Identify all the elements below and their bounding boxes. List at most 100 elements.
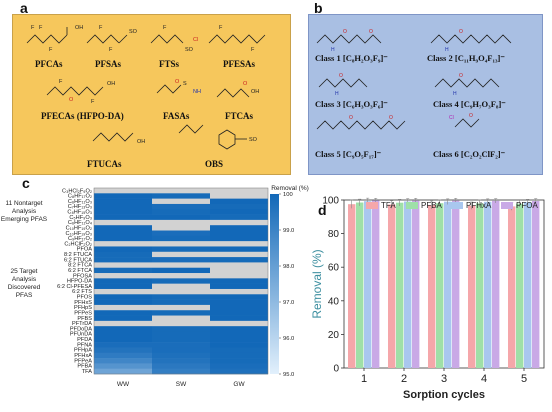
legend-label-pfoa: PFOA [516, 201, 538, 210]
heatmap-cell [210, 358, 268, 364]
bar-pfoa [372, 200, 380, 368]
bar-tfa [348, 204, 356, 368]
bar-pfhxa [524, 202, 532, 368]
bar-pfoa [492, 200, 500, 368]
heatmap-cell [152, 331, 210, 338]
label-pfsas: PFSAs [95, 59, 122, 69]
heatmap-cell [152, 315, 210, 322]
heatmap-cell [210, 262, 268, 269]
bar-pfba [476, 203, 484, 368]
y-tick-label: 80 [328, 229, 340, 240]
bar-tfa [468, 205, 476, 368]
colorbar-tick-label: 99.0 [283, 228, 294, 234]
label-pfcas: PFCAs [35, 59, 63, 69]
heatmap-cell [210, 288, 268, 295]
heatmap-cell [94, 203, 152, 210]
class-1-label: Class 1 [C₈H₂O₃F₉]⁻ [315, 53, 388, 63]
heatmap-row-label: PFHxA [74, 353, 92, 359]
heatmap-cell [94, 225, 152, 231]
heatmap-cell [210, 331, 268, 338]
heatmap-cell [152, 262, 210, 269]
bar-tfa [428, 205, 436, 368]
heatmap-cell [152, 336, 210, 343]
heatmap-cell [94, 230, 152, 237]
bar-tfa [508, 206, 516, 368]
heatmap-row-label: PFHpA [74, 348, 92, 354]
heatmap-cell [94, 347, 152, 354]
heatmap-cell [152, 278, 210, 284]
heatmap-cell [210, 225, 268, 231]
svg-text:F: F [219, 25, 223, 31]
heatmap-cell [152, 230, 210, 237]
heatmap-cell [152, 326, 210, 332]
heatmap-row-label: 6:2 FTCA [68, 268, 92, 274]
heatmap-cell [94, 299, 152, 306]
legend-label-pfba: PFBA [421, 201, 443, 210]
label-ftcas: FTCAs [225, 111, 254, 121]
heatmap-cell [94, 273, 152, 279]
svg-text:OH: OH [251, 89, 259, 95]
heatmap-cell [210, 320, 268, 327]
heatmap-row-label: PFDoDA [70, 326, 92, 332]
heatmap-cell [94, 251, 152, 258]
heatmap-cell [94, 304, 152, 311]
legend-swatch-tfa [366, 202, 378, 209]
class-6-label: Class 6 [C₂O₂ClF₂]⁻ [433, 149, 506, 159]
svg-text:O: O [343, 29, 347, 35]
svg-text:SO: SO [129, 29, 138, 35]
group-label-nontarget: 11 Nontarget Analysis Emerging PFAS [0, 200, 48, 223]
heatmap-cell [94, 262, 152, 269]
colorbar [270, 194, 279, 374]
heatmap-cell [94, 278, 152, 284]
label-pfecas: PFECAs (HFPO-DA) [41, 111, 124, 121]
svg-text:F: F [163, 25, 167, 31]
heatmap-cell [152, 219, 210, 226]
svg-text:H: H [331, 47, 335, 53]
heatmap-cell [94, 315, 152, 322]
svg-text:Cl: Cl [193, 37, 198, 43]
heatmap-cell [210, 219, 268, 226]
heatmap-cell [94, 214, 152, 221]
heatmap-cell [210, 273, 268, 279]
heatmap-cell [94, 219, 152, 226]
heatmap-cell [94, 209, 152, 215]
heatmap-cell [210, 251, 268, 258]
heatmap-cell [94, 320, 152, 327]
svg-text:F: F [49, 47, 53, 53]
colorbar-tick-label: 97.0 [283, 300, 294, 306]
bar-pfhxa [484, 201, 492, 368]
svg-text:O: O [459, 29, 463, 35]
heatmap-frame [93, 187, 269, 375]
heatmap-cell [210, 278, 268, 284]
heatmap-cell [152, 342, 210, 348]
heatmap-cell [94, 257, 152, 263]
svg-text:SO: SO [185, 47, 194, 53]
heatmap-cell [152, 358, 210, 364]
svg-text:SO: SO [249, 137, 258, 143]
bar-pfoa [412, 200, 420, 368]
heatmap-cell [152, 304, 210, 311]
heatmap-row-label: C₉HF₁₇O₂ [68, 236, 92, 242]
heatmap-row-label: HFPO-DA [67, 279, 92, 285]
heatmap-row-label: C₆HF₁₁O₃ [68, 199, 92, 205]
heatmap-cell [152, 347, 210, 354]
bar-pfhxa [444, 201, 452, 368]
heatmap-cell [152, 214, 210, 221]
class-4-label: Class 4 [C₉H₇O₃F₈]⁻ [433, 99, 506, 109]
label-obs: OBS [205, 159, 224, 169]
heatmap-cell [94, 288, 152, 295]
heatmap-cell [210, 294, 268, 300]
heatmap-row-label: C₇HF₁₃O₃ [68, 204, 92, 210]
panel-b-classes: O O O O O O O O H H H H Cl Class 1 [C₈H₂O₃F₉]⁻ Cla… [308, 14, 543, 175]
heatmap-row-label: 8:2 FTUCA [64, 252, 92, 258]
heatmap-cell [94, 294, 152, 300]
svg-text:F: F [31, 25, 35, 31]
panel-d-letter: d [318, 202, 327, 218]
bar-pfhxa [404, 201, 412, 368]
heatmap-cell [152, 209, 210, 215]
heatmap-row-label: C₁₀HF₁₉O₃ [66, 231, 92, 237]
legend-label-pfhxa: PFHxA [466, 201, 492, 210]
bar-pfba [436, 203, 444, 368]
heatmap-cell [210, 363, 268, 369]
